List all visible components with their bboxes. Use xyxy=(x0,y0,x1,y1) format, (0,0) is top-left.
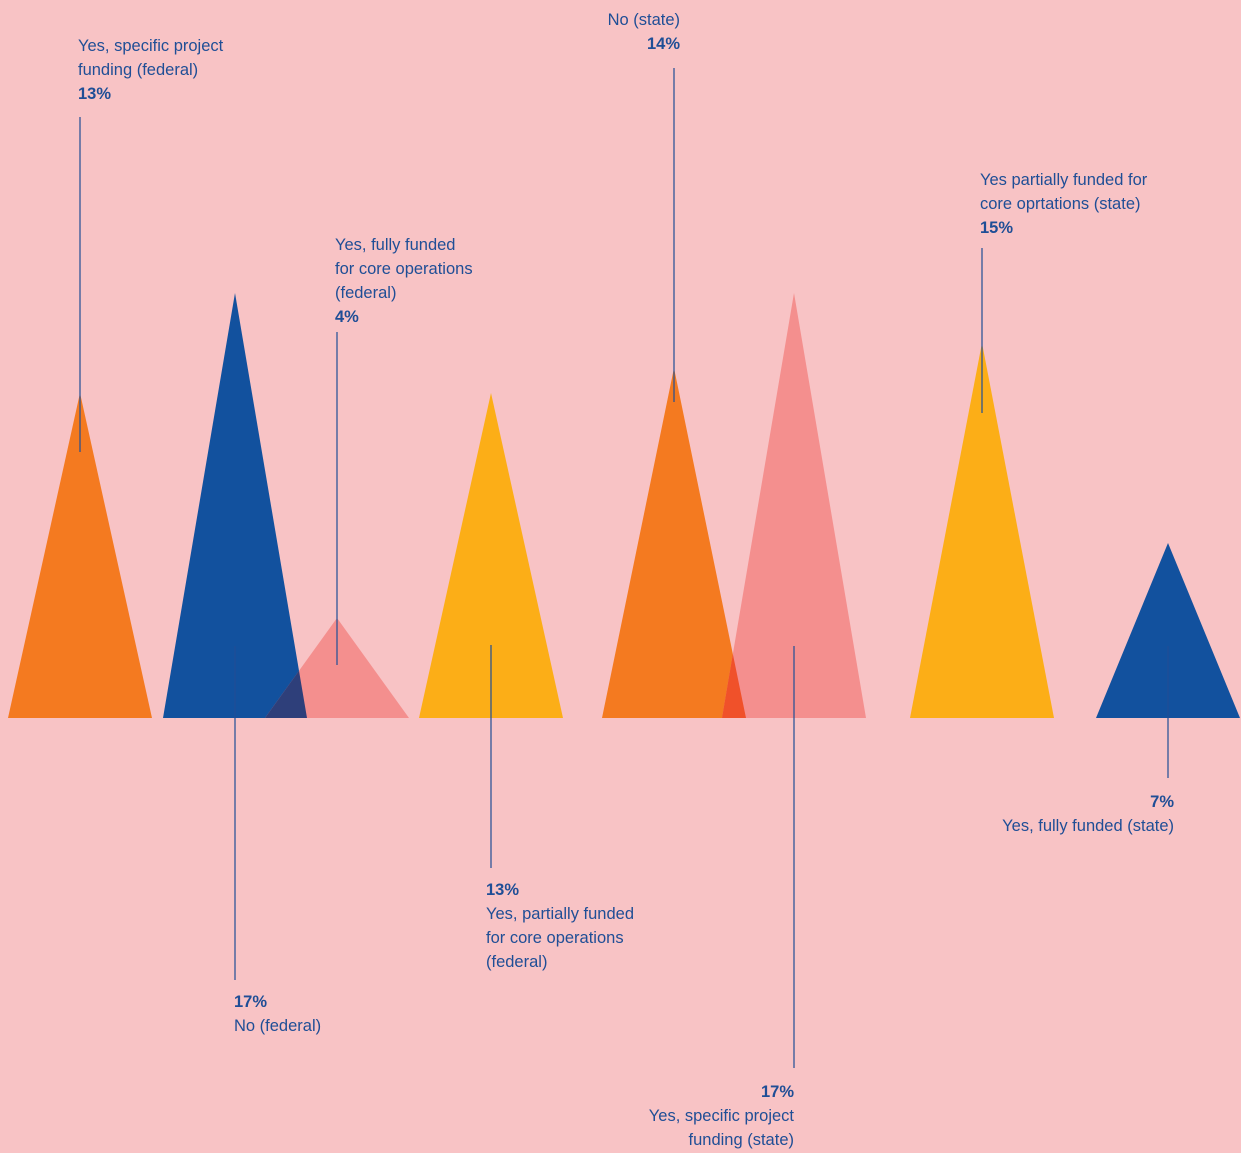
label-2-text: Yes, fully funded for core operations (f… xyxy=(335,236,473,302)
label-1-text: No (federal) xyxy=(234,1017,322,1035)
triangle-bar-6 xyxy=(910,343,1054,718)
label-6-text: Yes partially funded for core oprtations… xyxy=(980,171,1148,213)
overlap-state xyxy=(722,654,746,718)
label-6-value: 15% xyxy=(980,219,1014,237)
label-0: Yes, specific project funding (federal) … xyxy=(78,34,223,106)
triangle-bar-3 xyxy=(419,393,563,718)
label-5-text: Yes, specific project funding (state) xyxy=(648,1107,794,1149)
triangle-bar-4 xyxy=(602,368,746,718)
label-0-text: Yes, specific project funding (federal) xyxy=(78,37,224,79)
label-3-value: 13% xyxy=(486,881,520,899)
label-5-value: 17% xyxy=(760,1083,794,1101)
label-1: 17% No (federal) xyxy=(234,990,321,1038)
triangle-bar-0 xyxy=(8,393,152,718)
label-2: Yes, fully funded for core operations (f… xyxy=(335,233,473,329)
label-3: 13% Yes, partially funded for core opera… xyxy=(486,878,634,974)
label-3-text: Yes, partially funded for core operation… xyxy=(486,905,634,971)
label-7-value: 7% xyxy=(1150,793,1174,811)
label-5: 17% Yes, specific project funding (state… xyxy=(649,1080,794,1152)
triangle-bar-1 xyxy=(163,293,307,718)
label-4-text: No (state) xyxy=(607,11,680,29)
label-4: No (state) 14% xyxy=(608,8,680,56)
overlap-federal xyxy=(265,670,307,718)
label-6: Yes partially funded for core oprtations… xyxy=(980,168,1147,240)
label-0-value: 13% xyxy=(78,85,112,103)
label-7-text: Yes, fully funded (state) xyxy=(1002,817,1174,835)
label-4-value: 14% xyxy=(646,35,680,53)
triangle-bar-7 xyxy=(1096,543,1240,718)
triangle-bar-5 xyxy=(722,293,866,718)
label-7: 7% Yes, fully funded (state) xyxy=(1002,790,1174,838)
label-1-value: 17% xyxy=(234,993,268,1011)
label-2-value: 4% xyxy=(335,308,359,326)
